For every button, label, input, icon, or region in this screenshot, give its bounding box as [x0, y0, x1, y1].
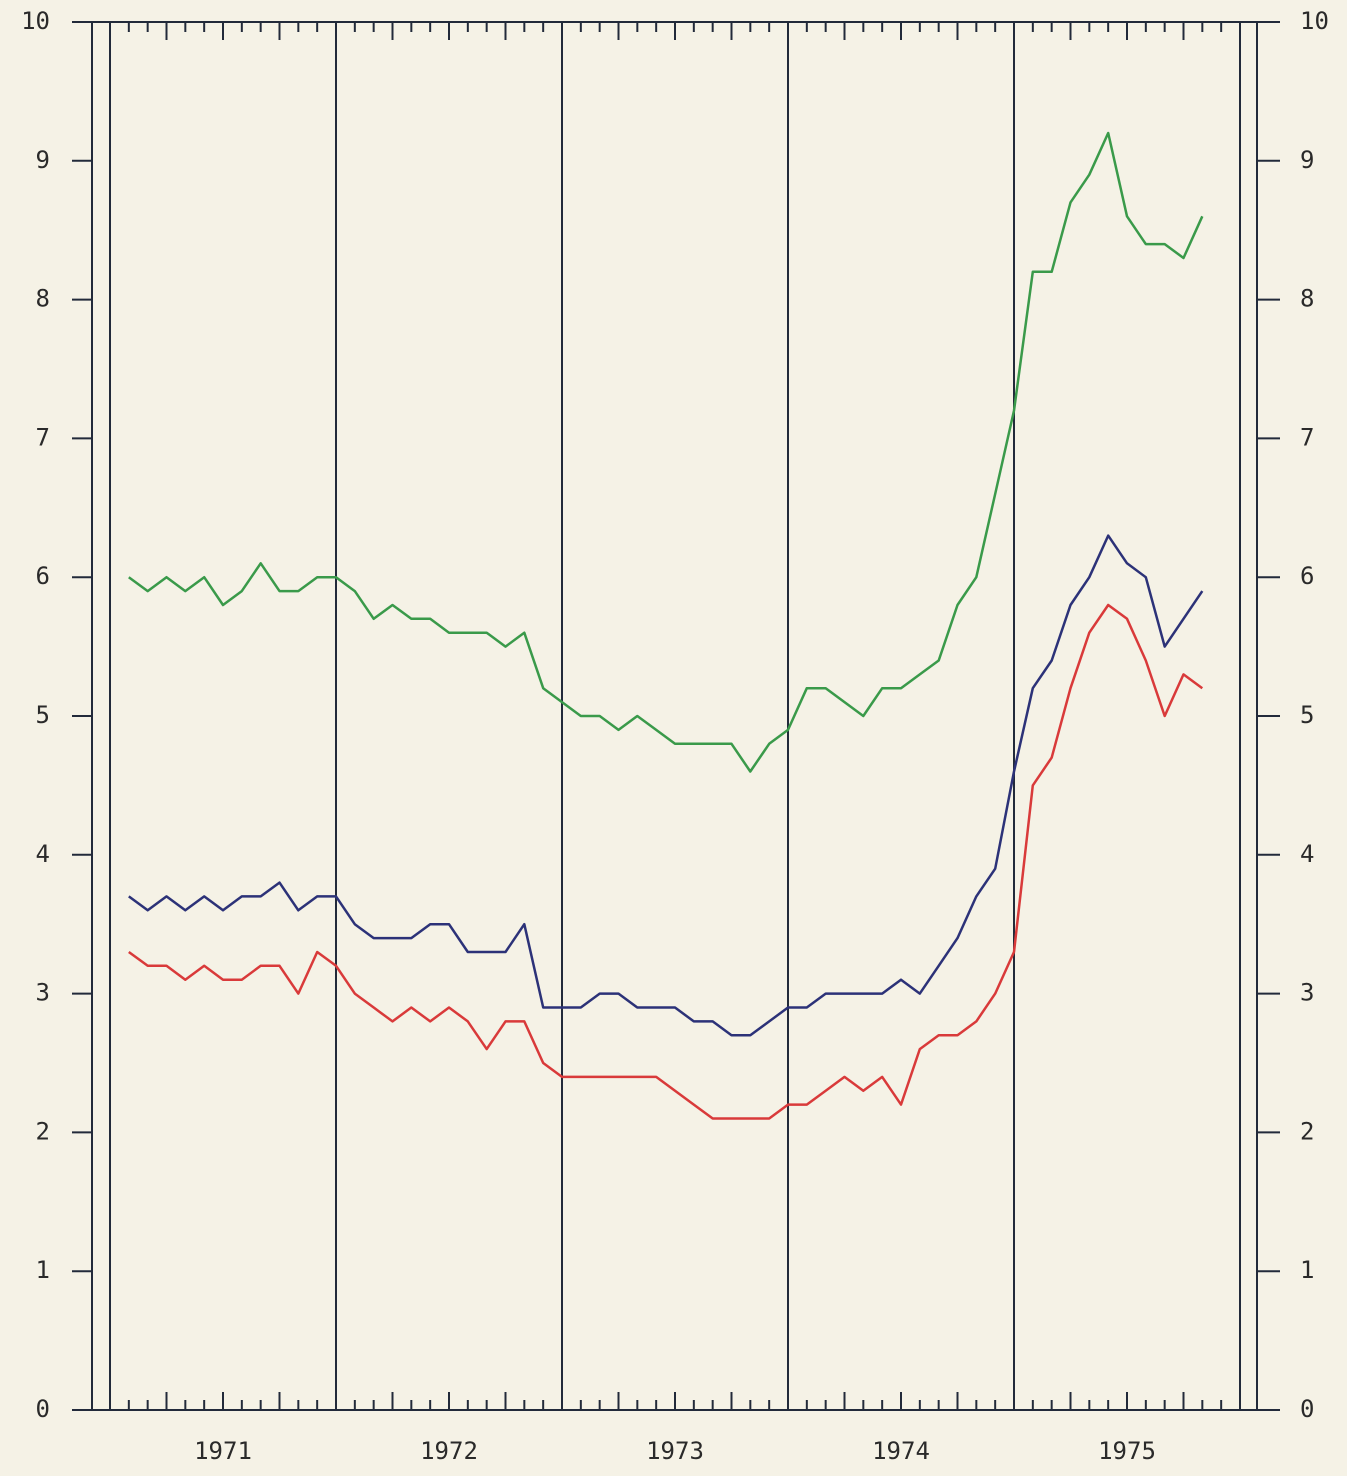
y-tick-label: 6	[36, 562, 50, 590]
y-tick-label: 1	[36, 1256, 50, 1284]
plot-frame	[109, 21, 1241, 1411]
y-tick-label: 3	[36, 979, 50, 1007]
y-tick-label: 2	[36, 1117, 50, 1145]
y-tick-label: 5	[36, 701, 50, 729]
series-line	[128, 131, 1204, 773]
y2-tick-label: 1	[1300, 1256, 1314, 1284]
y-tick-label: 8	[36, 285, 50, 313]
x-tick-label: 1972	[420, 1437, 478, 1465]
y2-tick-label: 6	[1300, 562, 1314, 590]
x-tick-label: 1975	[1098, 1437, 1156, 1465]
series-line	[128, 534, 1204, 1037]
y-tick-label: 0	[36, 1395, 50, 1423]
series-line	[128, 603, 1204, 1120]
y-tick-label: 10	[21, 7, 50, 35]
y2-tick-label: 8	[1300, 285, 1314, 313]
y2-tick-label: 3	[1300, 979, 1314, 1007]
y2-tick-label: 9	[1300, 146, 1314, 174]
y2-tick-label: 5	[1300, 701, 1314, 729]
y2-tick-label: 2	[1300, 1117, 1314, 1145]
y-tick-label: 9	[36, 146, 50, 174]
y-tick-label: 7	[36, 423, 50, 451]
y2-tick-label: 4	[1300, 840, 1314, 868]
y-tick-label: 4	[36, 840, 50, 868]
x-tick-label: 1974	[872, 1437, 930, 1465]
x-tick-label: 1971	[194, 1437, 252, 1465]
x-tick-label: 1973	[646, 1437, 704, 1465]
y2-tick-label: 10	[1300, 7, 1329, 35]
y2-tick-label: 7	[1300, 423, 1314, 451]
y2-tick-label: 0	[1300, 1395, 1314, 1423]
